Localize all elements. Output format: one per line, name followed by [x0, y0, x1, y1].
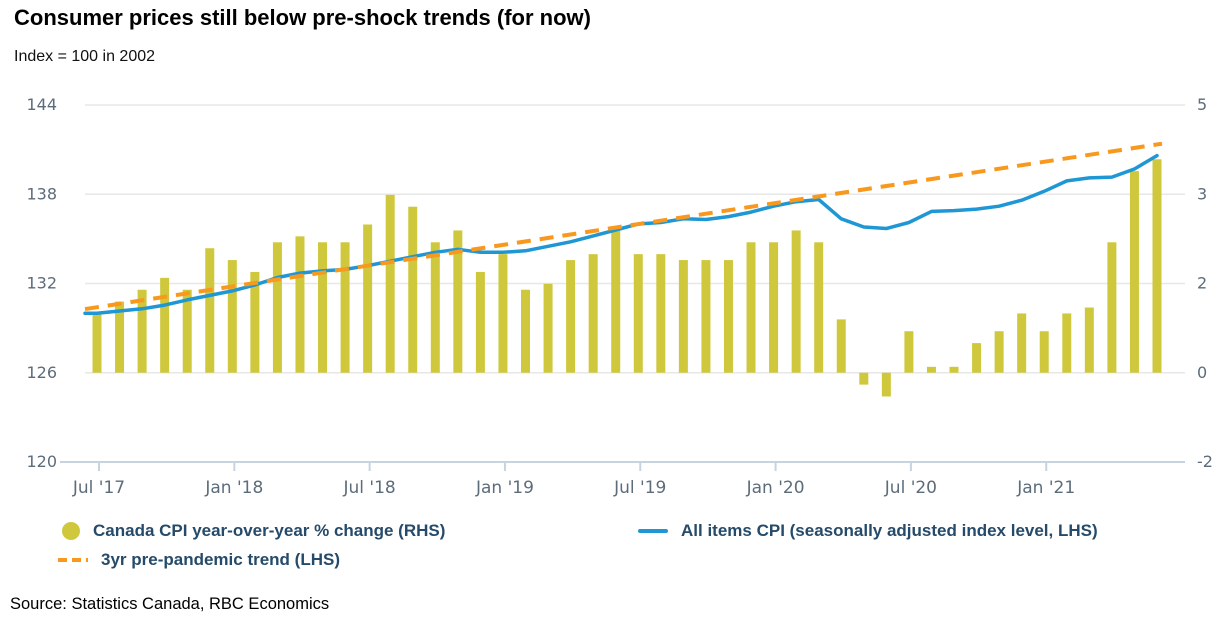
bar [949, 366, 959, 373]
page-subtitle: Index = 100 in 2002 [14, 48, 156, 65]
bar [318, 242, 328, 373]
cpi-line [83, 153, 1159, 316]
bar [701, 260, 711, 373]
x-axis-tick-label: Jan '19 [475, 478, 534, 498]
bar [1152, 159, 1162, 373]
bar [115, 301, 125, 373]
source-note: Source: Statistics Canada, RBC Economics [10, 595, 330, 613]
bar [769, 242, 779, 373]
bar [543, 283, 553, 373]
x-axis-tick-label: Jul '17 [72, 478, 125, 498]
x-axis-tick-label: Jul '18 [343, 478, 396, 498]
bar [1062, 313, 1072, 373]
bar [1129, 171, 1139, 373]
legend-label-trend: 3yr pre-pandemic trend (LHS) [101, 550, 340, 569]
left-axis-tick-label: 132 [26, 274, 57, 293]
right-axis-tick-label: 0 [1197, 363, 1207, 382]
bar [611, 230, 621, 373]
left-axis-tick-label: 126 [26, 363, 57, 382]
bar [430, 242, 440, 373]
bar [926, 366, 936, 373]
x-axis-tick-label: Jan '18 [204, 478, 263, 498]
bar [385, 194, 395, 373]
cpi-combo-chart: 144 5 138 3 132 2 126 0 120 -2 Jul '17 Jan '18 Jul '… [26, 95, 1213, 498]
bar [453, 230, 463, 373]
x-axis-tick-label: Jan '20 [746, 478, 805, 498]
bar [814, 242, 824, 373]
left-axis-tick-label: 144 [26, 95, 57, 114]
bar [475, 271, 485, 373]
page-title: Consumer prices still below pre-shock tr… [14, 5, 591, 30]
bar [994, 331, 1004, 373]
bar [227, 260, 237, 373]
legend-item-cpi: All items CPI (seasonally adjusted index… [638, 521, 1098, 541]
legend-label-cpi: All items CPI (seasonally adjusted index… [681, 521, 1098, 540]
bar [972, 343, 982, 373]
right-axis-tick-label: 5 [1197, 95, 1207, 114]
bar [182, 289, 192, 373]
bar [656, 254, 666, 373]
bar [746, 242, 756, 373]
right-axis-tick-label: 2 [1197, 274, 1207, 293]
bar [340, 242, 350, 373]
bar [272, 242, 282, 373]
bar [92, 313, 102, 373]
left-axis-tick-label: 120 [26, 452, 57, 471]
bar [250, 271, 260, 373]
x-axis-tick-label: Jul '20 [884, 478, 937, 498]
legend-item-bars: Canada CPI year-over-year % change (RHS) [62, 521, 445, 541]
right-axis-tick-label: -2 [1197, 452, 1213, 471]
bar [205, 248, 215, 373]
legend-item-trend: 3yr pre-pandemic trend (LHS) [58, 550, 340, 570]
x-axis-tick-label: Jan '21 [1016, 478, 1075, 498]
bar [363, 224, 373, 373]
bar [588, 254, 598, 373]
right-axis-tick-label: 3 [1197, 184, 1207, 203]
bar [498, 254, 508, 373]
bar [859, 372, 869, 385]
bar [1039, 331, 1049, 373]
bar [678, 260, 688, 373]
bar [408, 206, 418, 373]
bar [791, 230, 801, 373]
trend-line [84, 141, 1163, 312]
bar [521, 289, 531, 373]
legend-label-bars: Canada CPI year-over-year % change (RHS) [93, 521, 446, 540]
bar [904, 331, 914, 373]
trend-series-marker-icon [58, 558, 88, 562]
bar [1017, 313, 1027, 373]
x-axis-tick-label: Jul '19 [613, 478, 666, 498]
bar [160, 277, 170, 373]
bar [1107, 242, 1117, 373]
left-axis-tick-label: 138 [26, 184, 57, 203]
cpi-series-marker-icon [638, 529, 668, 533]
bar [566, 260, 576, 373]
bar [723, 260, 733, 373]
bar [1084, 307, 1094, 373]
bar [881, 372, 891, 397]
bar [633, 254, 643, 373]
bar [836, 319, 846, 373]
bar [137, 289, 147, 373]
bar-series-marker-icon [62, 522, 80, 540]
bar [295, 236, 305, 373]
